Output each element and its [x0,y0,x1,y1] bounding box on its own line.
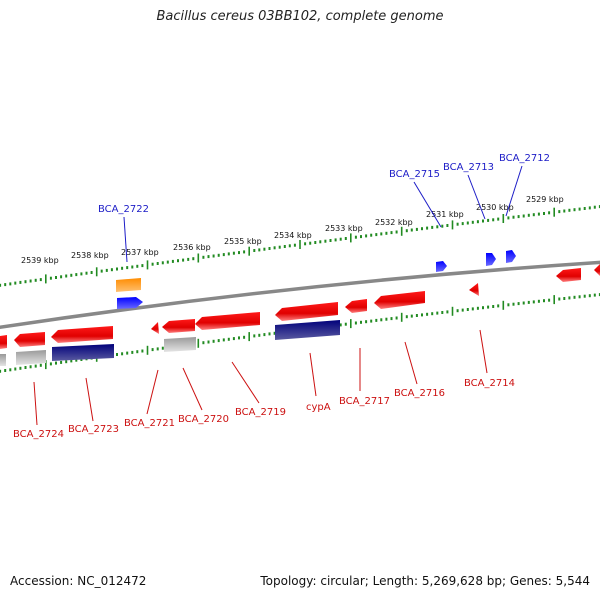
gene-label[interactable]: BCA_2722 [98,204,149,215]
gene-navy[interactable] [52,344,114,361]
gene-red[interactable] [594,264,600,276]
scale-label: 2533 kbp [325,224,363,233]
gene-gray[interactable] [164,337,196,352]
gene-red[interactable] [345,299,367,313]
gene-red[interactable] [162,319,195,333]
top-gene-labels: BCA_2722 BCA_2715 BCA_2713 BCA_2712 [98,153,550,263]
gene-label[interactable]: BCA_2712 [499,153,550,164]
gene-red[interactable] [469,283,479,296]
scale-label: 2539 kbp [21,256,59,265]
gene-blue[interactable] [117,297,143,309]
gene-gray[interactable] [0,354,6,366]
gene-red[interactable] [51,326,113,343]
gene-red[interactable] [374,291,425,309]
gene-label[interactable]: BCA_2717 [339,396,390,407]
gene-red[interactable] [0,335,7,349]
forward-strand-genes [116,250,516,309]
scale-label: 2536 kbp [173,243,211,252]
scale-label: 2532 kbp [375,218,413,227]
gene-red[interactable] [14,332,45,347]
gene-red[interactable] [556,268,581,282]
gene-label[interactable]: BCA_2715 [389,169,440,180]
gene-gray[interactable] [16,350,46,365]
scale-label: 2531 kbp [426,210,464,219]
gene-label[interactable]: BCA_2723 [68,424,119,435]
scale-label: 2538 kbp [71,251,109,260]
gene-label[interactable]: BCA_2721 [124,418,175,429]
accession-text: Accession: NC_012472 [10,574,147,588]
gene-blue[interactable] [436,261,447,272]
scale-label: 2534 kbp [274,231,312,240]
topology-text: Topology: circular; Length: 5,269,628 bp… [260,574,590,588]
reverse-strand-genes [0,264,600,366]
gene-label[interactable]: BCA_2714 [464,378,515,389]
scale-labels: 2539 kbp 2538 kbp 2537 kbp 2536 kbp 2535… [21,195,564,265]
top-scale-ticks [0,205,600,287]
gene-red[interactable] [151,322,159,334]
gene-label[interactable]: BCA_2713 [443,162,494,173]
gene-red[interactable] [195,312,260,330]
gene-label[interactable]: BCA_2716 [394,388,445,399]
bottom-gene-labels: BCA_2724 BCA_2723 BCA_2721 BCA_2720 BCA_… [13,329,515,440]
scale-label: 2529 kbp [526,195,564,204]
map-title: Bacillus cereus 03BB102, complete genome [156,9,444,24]
gene-navy[interactable] [275,320,340,340]
gene-orange[interactable] [116,278,141,292]
gene-label[interactable]: BCA_2724 [13,429,64,440]
scale-label: 2530 kbp [476,203,514,212]
gene-label[interactable]: BCA_2719 [235,407,286,418]
gene-blue[interactable] [506,250,516,263]
gene-red[interactable] [275,302,338,321]
genome-backbone [0,260,600,330]
gene-blue[interactable] [486,253,496,266]
gene-label[interactable]: cypA [306,402,331,413]
scale-label: 2535 kbp [224,237,262,246]
gene-label[interactable]: BCA_2720 [178,414,229,425]
scale-label: 2537 kbp [121,248,159,257]
